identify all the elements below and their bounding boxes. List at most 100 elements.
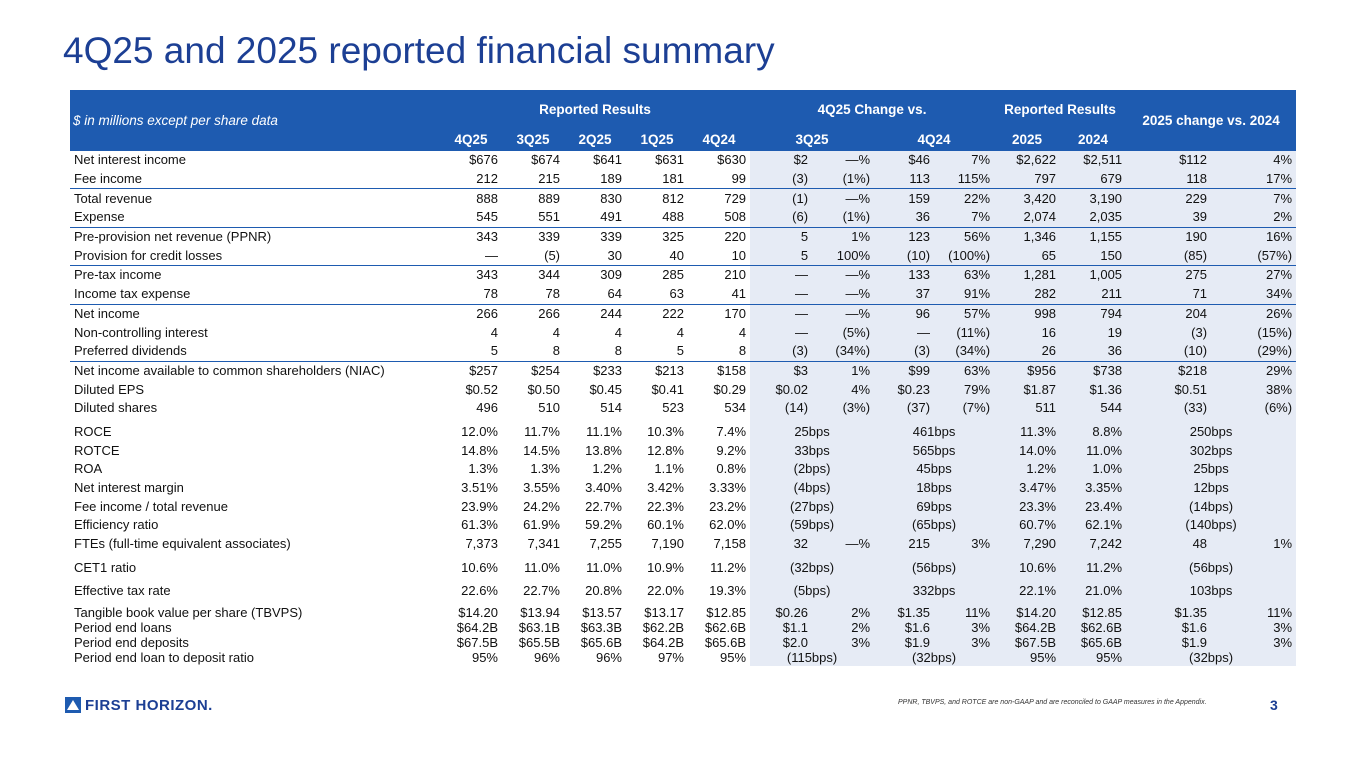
cell: 266	[440, 303, 502, 324]
cell: $46	[874, 149, 935, 170]
cell: 18bps	[874, 478, 995, 498]
cell: 4	[614, 324, 622, 340]
cell: 4%	[812, 380, 875, 399]
cell: 5	[750, 246, 813, 266]
cell: 118	[1126, 169, 1212, 189]
cell: 65	[994, 246, 1061, 266]
cell: $0.41	[651, 381, 684, 397]
cell: (1%)	[812, 169, 875, 189]
cell: —%	[812, 149, 875, 170]
cell: 12.8%	[647, 442, 684, 458]
cell: 78	[483, 286, 498, 302]
cell: 22.3%	[647, 498, 684, 514]
cell: —	[750, 323, 813, 342]
table-row: Non-controlling interest 4 4 4 4 4— (5%) — (11%)…	[70, 323, 1297, 342]
cell: $2.0	[750, 635, 813, 651]
cell: $738	[1060, 360, 1127, 381]
cell: 40	[669, 247, 684, 263]
cell: (56bps)	[874, 553, 995, 578]
cell: 10	[731, 247, 747, 263]
cell: $630	[688, 149, 751, 170]
table-row: ROCE 12.0% 11.7% 11.1% 10.3% 7.4% 25bps 461bps 1…	[70, 417, 1297, 442]
cell: —	[874, 323, 935, 342]
cell: 812	[626, 188, 688, 209]
cell: 1.1%	[654, 461, 684, 477]
cell: 19	[1060, 323, 1127, 342]
cell: (3)	[874, 341, 935, 362]
cell: 565bps	[874, 441, 995, 460]
cell: $1.35	[1126, 600, 1212, 621]
cell: 61.9%	[523, 517, 560, 533]
row-group: CET1 ratio 10.6% 11.0% 11.0% 10.9% 11.2% (32bp…	[70, 553, 1297, 578]
cell: 62.0%	[709, 517, 747, 533]
cell: 33bps	[750, 441, 875, 460]
table-row: ROTCE 14.8% 14.5% 13.8% 12.8% 9.2% 33bps 565bps…	[70, 441, 1297, 460]
cell: $0.52	[465, 381, 498, 397]
cell: 16%	[1211, 226, 1297, 247]
cell: 3%	[1211, 635, 1297, 651]
cell: 1,281	[994, 265, 1061, 285]
cell: 61.3%	[461, 517, 498, 533]
cell: (7%)	[934, 398, 995, 418]
cell: $0.51	[1126, 380, 1212, 399]
cell: —%	[812, 534, 875, 554]
cell: —	[750, 303, 813, 324]
cell: (27bps)	[750, 497, 875, 517]
row-label: Efficiency ratio	[74, 517, 159, 533]
cell: 26%	[1211, 303, 1297, 324]
cell: (4bps)	[750, 478, 875, 498]
table-row: Diluted EPS $0.52 $0.50 $0.45 $0.41 $0.29 $0.0…	[70, 380, 1297, 399]
column-header: 2025	[994, 128, 1061, 151]
cell: 339	[564, 226, 626, 247]
cell: (10)	[874, 246, 935, 266]
row-label: Period end loan to deposit ratio	[74, 650, 254, 666]
cell: $12.85	[1060, 600, 1127, 621]
cell: (33)	[1126, 398, 1212, 418]
row-label: Period end deposits	[74, 635, 189, 651]
cell: $2,511	[1060, 149, 1127, 170]
cell: 2,074	[994, 208, 1061, 228]
cell: $65.5B	[518, 635, 560, 651]
cell: 48	[1126, 534, 1212, 554]
group-header: 4Q25 Change vs.	[750, 90, 995, 128]
cell: 9.2%	[716, 442, 747, 458]
cell: 830	[564, 188, 626, 209]
row-label: Fee income / total revenue	[74, 498, 228, 514]
table-row: CET1 ratio 10.6% 11.0% 11.0% 10.9% 11.2% (32bp…	[70, 553, 1297, 578]
row-label: Expense	[74, 209, 125, 225]
cell: 159	[874, 188, 935, 209]
row-label: Tangible book value per share (TBVPS)	[74, 605, 303, 621]
cell: 63%	[934, 265, 995, 285]
cell: 62.1%	[1060, 516, 1127, 535]
cell: $674	[502, 149, 564, 170]
cell: 4	[552, 324, 560, 340]
cell: $676	[440, 149, 502, 170]
cell: 491	[600, 209, 622, 225]
row-label: Diluted shares	[74, 400, 158, 416]
group-header: 2025 change vs. 2024	[1126, 90, 1297, 151]
cell: $62.2B	[642, 620, 684, 636]
cell: $67.5B	[994, 635, 1061, 651]
cell: —%	[812, 265, 875, 285]
cell: 181	[662, 171, 684, 187]
table-row: ROA 1.3% 1.3% 1.2% 1.1% 0.8% (2bps) 45bps 1.2% 1.…	[70, 460, 1297, 479]
cell: 36	[874, 208, 935, 228]
column-header: 1Q25	[626, 128, 688, 151]
row-label: Net interest income	[70, 149, 440, 170]
cell: $956	[994, 360, 1061, 381]
row-label: Non-controlling interest	[74, 324, 208, 340]
cell: 11.0%	[524, 559, 560, 575]
cell: $112	[1126, 149, 1212, 170]
table-row: Expense 545 551 491 488 508 (6) (1%) 36 7% 2,074 2,…	[70, 208, 1297, 228]
cell: 20.8%	[585, 583, 622, 599]
cell: $0.26	[750, 600, 813, 621]
cell: (5bps)	[750, 577, 875, 601]
column-header: 4Q25	[440, 128, 502, 151]
cell: (5)	[544, 247, 560, 263]
cell: 60.1%	[647, 517, 684, 533]
cell: (1%)	[812, 208, 875, 228]
logo: FIRST HORIZON.	[65, 697, 213, 714]
cell: 11.0%	[1060, 441, 1127, 460]
cell: 220	[688, 226, 751, 247]
table-row: Diluted shares 496 510 514 523 534 (14) (3%) (37…	[70, 398, 1297, 418]
